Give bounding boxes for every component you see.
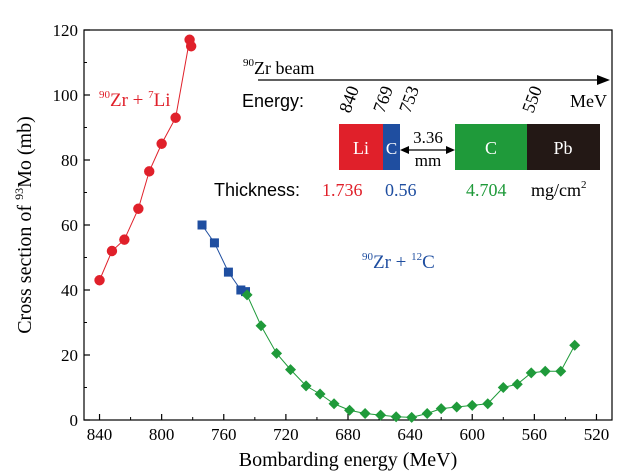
energy-value-753: 753 (395, 83, 423, 115)
layer-c-thin-label: C (386, 139, 397, 158)
data-point (406, 411, 418, 423)
data-point (328, 398, 340, 410)
x-tick-label: 720 (273, 425, 299, 444)
layer-c-thin (383, 124, 400, 170)
data-point (539, 365, 551, 377)
series-line-2 (246, 294, 576, 418)
data-point (497, 382, 509, 393)
data-point (359, 408, 371, 419)
y-tick-label: 40 (61, 281, 78, 300)
series-label-c: 90Zr + 12C (362, 251, 435, 273)
energy-value-840: 840 (335, 83, 363, 115)
data-point (435, 403, 447, 415)
energy-label: Energy: (242, 91, 304, 111)
data-point (285, 364, 297, 376)
data-point (451, 401, 463, 413)
x-tick-label: 840 (87, 425, 113, 444)
data-point (466, 399, 478, 411)
x-axis-ticks: 840 800 760 720 680 640 600 560 520 (87, 414, 609, 444)
data-point (94, 275, 105, 286)
layer-li-label: Li (353, 138, 369, 158)
thickness-li: 1.736 (322, 180, 363, 200)
x-axis-label: Bombarding energy (MeV) (239, 449, 457, 471)
y-tick-label: 0 (70, 411, 79, 430)
thickness-unit: mg/cm2 (531, 179, 587, 200)
data-point (209, 238, 219, 248)
gap-unit: mm (415, 151, 441, 170)
data-point (144, 166, 155, 177)
gap-value: 3.36 (413, 128, 443, 147)
energy-value-769: 769 (369, 83, 397, 115)
data-point (156, 138, 167, 149)
x-tick-label: 760 (211, 425, 237, 444)
data-point (170, 112, 181, 123)
data-point (314, 388, 326, 400)
y-tick-label: 60 (61, 216, 78, 235)
layer-li (339, 124, 383, 170)
data-point (241, 289, 253, 301)
y-tick-label: 100 (53, 86, 79, 105)
x-tick-label: 680 (335, 425, 361, 444)
target-schematic: 90Zr beam Energy: 840 769 753 550 MeV Li… (214, 57, 610, 200)
data-point (421, 408, 433, 419)
data-point (106, 245, 118, 257)
thickness-c-thin: 0.56 (385, 180, 417, 200)
series-line-1 (201, 224, 246, 293)
data-point (300, 380, 312, 392)
thickness-label: Thickness: (214, 180, 300, 200)
beam-arrow-head (597, 75, 610, 85)
y-tick-label: 120 (53, 21, 79, 40)
y-axis-ticks: 0 20 40 60 80 100 120 (53, 21, 90, 430)
data-point (555, 365, 567, 377)
x-tick-label: 520 (584, 425, 610, 444)
beam-label: 90Zr beam (243, 57, 314, 78)
series-label-li: 90Zr + 7Li (99, 89, 171, 111)
series-line-0 (99, 39, 192, 281)
data-point (271, 347, 283, 359)
energy-value-550: 550 (518, 83, 546, 115)
y-axis-label: Cross section of 93Mo (mb) (12, 116, 36, 334)
series-layer (94, 34, 581, 423)
data-point (197, 220, 207, 230)
y-tick-label: 20 (61, 346, 78, 365)
data-point (119, 234, 130, 245)
data-point (482, 398, 494, 410)
data-point (133, 203, 144, 214)
data-point (390, 411, 402, 423)
data-point (569, 339, 581, 351)
data-point (185, 41, 197, 52)
layer-pb-label: Pb (553, 138, 572, 158)
data-point (223, 267, 233, 277)
x-tick-label: 800 (149, 425, 175, 444)
layer-c-thick (455, 124, 527, 170)
data-point (511, 378, 523, 390)
data-point (525, 367, 537, 379)
energy-unit: MeV (570, 91, 607, 111)
data-point (236, 285, 246, 295)
layer-c-thick-label: C (485, 138, 497, 158)
x-tick-label: 560 (522, 425, 548, 444)
x-tick-label: 640 (397, 425, 423, 444)
thickness-c-thick: 4.704 (466, 180, 507, 200)
y-tick-label: 80 (61, 151, 78, 170)
gap-arrow-left-head (400, 146, 409, 154)
gap-arrow-right-head (446, 146, 455, 154)
data-point (255, 320, 267, 332)
layer-pb (527, 124, 600, 170)
data-point (375, 409, 387, 421)
data-point (344, 404, 356, 416)
x-tick-label: 600 (459, 425, 485, 444)
